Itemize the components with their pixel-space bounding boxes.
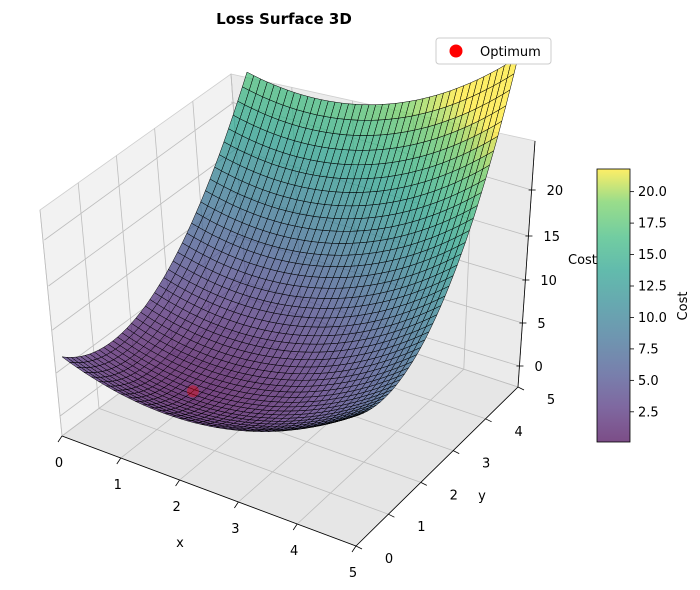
- z-axis-label: Cost: [568, 253, 597, 268]
- y-tick-mark: [517, 386, 525, 391]
- colorbar-tick-label: 7.5: [638, 342, 659, 357]
- cost-surface: [61, 56, 519, 432]
- x-axis-ticks: 0 1 2 3 4 5: [55, 435, 357, 581]
- z-tick-label: 15: [543, 230, 560, 245]
- colorbar-tick-label: 5.0: [638, 374, 659, 389]
- y-tick-label: 4: [514, 425, 522, 440]
- x-tick-mark: [175, 479, 180, 487]
- x-tick-label: 5: [349, 566, 357, 581]
- colorbar-tick-label: 2.5: [638, 405, 659, 420]
- z-axis-line: [517, 140, 536, 388]
- x-tick-label: 4: [290, 544, 298, 559]
- colorbar-label: Cost: [676, 292, 691, 321]
- colorbar-tick-label: 17.5: [638, 217, 667, 232]
- z-tick-label: 5: [537, 317, 545, 332]
- x-tick-mark: [234, 501, 239, 509]
- x-tick-label: 1: [114, 478, 122, 493]
- left-gridline-y: [39, 209, 63, 437]
- z-axis-ticks: 0 5 10 15 20: [516, 184, 563, 375]
- y-tick-label: 3: [482, 457, 490, 472]
- left-gridline-z: [48, 147, 238, 287]
- y-tick-label: 5: [547, 393, 555, 408]
- colorbar: 2.5 5.0 7.5 10.0 12.5 15.0 17.5 20.0 Cost: [596, 168, 691, 443]
- legend-optimum-marker: [449, 44, 463, 58]
- chart-title: Loss Surface 3D: [216, 10, 352, 28]
- colorbar-gradient: [597, 169, 630, 442]
- y-tick-label: 2: [450, 488, 458, 503]
- floor-gridline-y: [98, 408, 389, 515]
- x-axis-line: [61, 435, 357, 547]
- colorbar-tick-label: 15.0: [638, 248, 667, 263]
- x-tick-mark: [57, 435, 63, 443]
- y-tick-mark: [420, 482, 427, 486]
- surface-patch: [348, 414, 361, 419]
- y-tick-label: 0: [385, 552, 393, 567]
- z-tick-label: 10: [540, 274, 557, 289]
- colorbar-tick-label: 20.0: [638, 185, 667, 200]
- axis-lines: [61, 140, 536, 547]
- z-tick-label: 20: [547, 184, 564, 199]
- y-axis-label: y: [478, 489, 486, 504]
- y-axis-line: [355, 386, 519, 547]
- y-tick-mark: [453, 450, 460, 454]
- z-tick-label: 0: [534, 360, 542, 375]
- left-gridline-z: [44, 101, 235, 241]
- legend: Optimum: [435, 37, 552, 65]
- floor-gridline-x: [296, 368, 465, 525]
- legend-optimum-label: Optimum: [480, 45, 541, 60]
- y-tick-mark: [388, 513, 395, 518]
- colorbar-frame: [596, 168, 631, 443]
- optimum-point: [186, 385, 199, 398]
- y-tick-mark: [355, 545, 363, 550]
- x-tick-mark: [116, 457, 122, 465]
- y-axis-ticks: 0 1 2 3 4 5: [355, 386, 555, 567]
- legend-box: [435, 37, 552, 65]
- x-tick-label: 0: [55, 456, 63, 471]
- x-tick-label: 3: [231, 522, 239, 537]
- colorbar-tick-label: 10.0: [638, 311, 667, 326]
- colorbar-ticks: 2.5 5.0 7.5 10.0 12.5 15.0 17.5 20.0: [630, 185, 667, 420]
- colorbar-tick-label: 12.5: [638, 280, 667, 295]
- x-tick-label: 2: [172, 500, 180, 515]
- y-tick-label: 1: [417, 520, 425, 535]
- x-tick-mark: [292, 523, 298, 531]
- x-tick-mark: [351, 545, 357, 553]
- y-tick-mark: [485, 418, 492, 423]
- x-axis-label: x: [176, 536, 184, 551]
